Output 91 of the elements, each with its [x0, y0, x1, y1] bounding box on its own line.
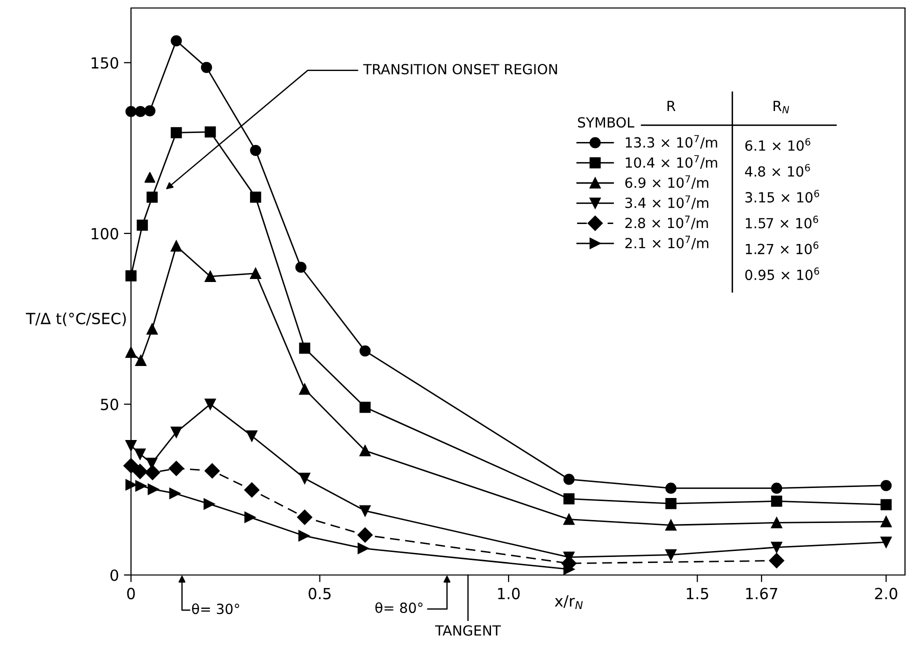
legend-label: 2.1 × 10$^{7}$/m	[625, 236, 708, 250]
point	[297, 510, 312, 525]
point	[170, 426, 182, 438]
x-tick-label: 0	[127, 588, 135, 600]
point	[132, 464, 148, 480]
legend-label: 3.4 × 10$^{7}$/m	[625, 196, 708, 210]
point	[298, 530, 310, 542]
annotation: TRANSITION ONSET REGION	[363, 64, 557, 74]
point	[771, 482, 782, 494]
point	[134, 448, 146, 460]
point	[135, 480, 146, 492]
point	[250, 268, 262, 279]
point	[170, 35, 182, 46]
point	[771, 542, 782, 553]
point	[144, 105, 156, 116]
point	[146, 192, 158, 203]
annotation: 3.15 × 10$^{6}$	[745, 190, 820, 203]
y-tick-label: 50	[100, 398, 118, 410]
point	[665, 498, 676, 510]
point	[134, 106, 146, 118]
text: θ= 30°	[192, 603, 240, 614]
text: TANGENT	[435, 625, 501, 636]
point	[299, 384, 310, 395]
point	[246, 430, 258, 442]
x-tick-label: 2.0	[875, 588, 898, 600]
text: θ= 80°	[375, 602, 422, 614]
point	[880, 499, 892, 510]
annotation: 6.1 × 10$^{6}$	[745, 138, 810, 151]
point	[299, 342, 310, 354]
annotation: R	[668, 100, 676, 111]
point	[146, 324, 158, 335]
point	[665, 482, 676, 494]
point	[204, 398, 216, 410]
point	[771, 496, 782, 507]
point	[665, 520, 676, 531]
x-tick-label: 1.5	[686, 588, 708, 600]
point	[880, 480, 892, 492]
point	[563, 514, 575, 525]
point	[250, 144, 262, 156]
point	[148, 484, 159, 495]
point	[125, 270, 137, 282]
point	[170, 240, 182, 252]
annotation: 0.95 × 10$^{6}$	[745, 267, 820, 280]
point	[563, 493, 575, 504]
annotation: 1.27 × 10$^{6}$	[746, 242, 818, 254]
point	[358, 527, 373, 543]
x-tick-label: 1.67	[746, 588, 778, 600]
point	[168, 460, 184, 476]
y-tick-label: 0	[110, 569, 118, 582]
point	[136, 220, 148, 231]
x-tick-label: 0.5	[308, 588, 331, 600]
point	[665, 549, 676, 560]
y-tick-label: 100	[92, 228, 118, 240]
point	[769, 553, 784, 568]
annotation: 4.8 × 10$^{6}$	[745, 164, 810, 177]
point	[244, 482, 260, 498]
x-axis-title: x/r$_{N}$	[554, 595, 583, 609]
point	[144, 464, 160, 480]
point	[200, 62, 212, 73]
point	[125, 479, 137, 490]
legend-title: SYMBOL	[578, 117, 634, 128]
point	[169, 488, 180, 499]
point	[144, 172, 156, 183]
y-tick-label: 150	[92, 57, 118, 69]
point	[563, 474, 575, 485]
point	[880, 536, 892, 548]
point	[295, 262, 306, 273]
legend-label: 10.4 × 10$^{7}$/m	[626, 155, 718, 169]
point	[880, 516, 892, 528]
point	[771, 517, 782, 528]
point	[360, 505, 371, 516]
point	[204, 463, 220, 478]
point	[204, 270, 216, 282]
point	[204, 126, 216, 138]
annotation: 1.57 × 10$^{6}$	[746, 216, 818, 228]
legend-label: 2.8 × 10$^{7}$/m	[625, 216, 708, 230]
point	[250, 192, 262, 203]
point	[244, 512, 256, 523]
point	[360, 345, 371, 356]
y-axis-title: T/Δ t(°C/SEC)	[26, 312, 126, 326]
point	[170, 127, 182, 138]
point	[358, 542, 369, 554]
point	[204, 498, 215, 510]
legend-label: 13.3 × 10$^{7}$/m	[626, 135, 718, 149]
point	[299, 472, 310, 484]
x-tick-label: 1.0	[498, 588, 520, 600]
legend-label: 6.9 × 10$^{7}$/m	[625, 175, 708, 190]
point	[135, 354, 146, 366]
point	[360, 445, 371, 456]
point	[360, 402, 371, 413]
annotation: R$_{N}$	[774, 100, 790, 114]
